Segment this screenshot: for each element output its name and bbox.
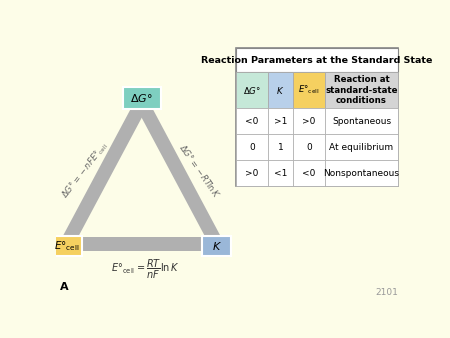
FancyBboxPatch shape <box>325 108 398 134</box>
Text: Nonspontaneous: Nonspontaneous <box>324 169 400 178</box>
Text: $\Delta G° = -nFE°_\mathrm{cell}$: $\Delta G° = -nFE°_\mathrm{cell}$ <box>59 140 111 201</box>
Text: <1: <1 <box>274 169 287 178</box>
FancyBboxPatch shape <box>325 72 398 108</box>
FancyBboxPatch shape <box>325 134 398 160</box>
FancyBboxPatch shape <box>236 160 268 186</box>
FancyBboxPatch shape <box>268 108 292 134</box>
Text: 0: 0 <box>306 143 312 152</box>
Text: 0: 0 <box>249 143 255 152</box>
FancyBboxPatch shape <box>236 48 398 72</box>
FancyBboxPatch shape <box>122 87 161 109</box>
Text: At equilibrium: At equilibrium <box>329 143 394 152</box>
FancyBboxPatch shape <box>268 72 292 108</box>
Text: B: B <box>238 156 246 167</box>
Text: Reaction Parameters at the Standard State: Reaction Parameters at the Standard Stat… <box>201 55 432 65</box>
Text: <0: <0 <box>245 117 259 126</box>
Text: 2101: 2101 <box>375 288 398 297</box>
Text: $E°_\mathrm{cell} = \dfrac{RT}{nF}\ln K$: $E°_\mathrm{cell} = \dfrac{RT}{nF}\ln K$ <box>111 258 180 281</box>
Text: $\Delta G°$: $\Delta G°$ <box>243 84 261 96</box>
Text: A: A <box>60 282 68 291</box>
Text: >1: >1 <box>274 117 287 126</box>
FancyBboxPatch shape <box>236 108 268 134</box>
Text: <0: <0 <box>302 169 315 178</box>
Text: >0: >0 <box>302 117 315 126</box>
FancyBboxPatch shape <box>268 160 292 186</box>
FancyBboxPatch shape <box>236 48 398 186</box>
Text: 1: 1 <box>278 143 284 152</box>
Text: $E°_\mathrm{cell}$: $E°_\mathrm{cell}$ <box>54 239 80 253</box>
FancyBboxPatch shape <box>202 236 231 256</box>
Text: $\Delta G° = -RT\!\ln K$: $\Delta G° = -RT\!\ln K$ <box>177 142 223 200</box>
Text: Reaction at
standard-state
conditions: Reaction at standard-state conditions <box>325 75 398 105</box>
Text: >0: >0 <box>245 169 259 178</box>
FancyBboxPatch shape <box>292 134 325 160</box>
FancyBboxPatch shape <box>268 134 292 160</box>
FancyBboxPatch shape <box>52 236 81 256</box>
Text: $E°_\mathrm{cell}$: $E°_\mathrm{cell}$ <box>298 84 320 96</box>
Text: Spontaneous: Spontaneous <box>332 117 391 126</box>
Text: $\Delta G°$: $\Delta G°$ <box>130 92 153 104</box>
FancyBboxPatch shape <box>325 160 398 186</box>
FancyBboxPatch shape <box>292 72 325 108</box>
Text: $K$: $K$ <box>212 240 222 252</box>
FancyBboxPatch shape <box>236 134 268 160</box>
Text: $K$: $K$ <box>276 84 284 96</box>
FancyBboxPatch shape <box>292 160 325 186</box>
FancyBboxPatch shape <box>236 72 268 108</box>
FancyBboxPatch shape <box>292 108 325 134</box>
